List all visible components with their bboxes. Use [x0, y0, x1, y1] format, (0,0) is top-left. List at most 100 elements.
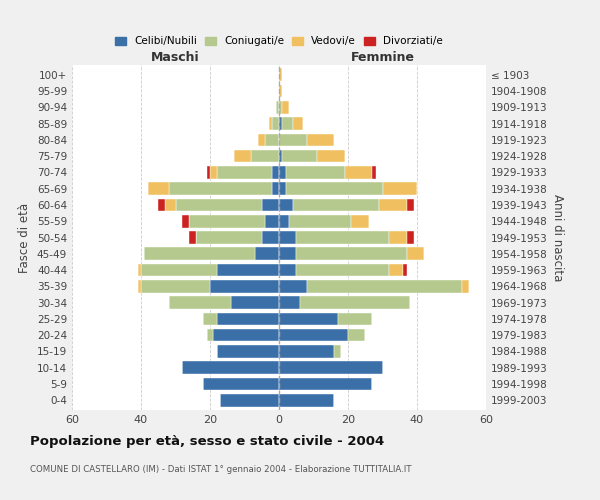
Bar: [141, 264, 217, 276]
Bar: [210, 280, 279, 292]
Bar: [344, 166, 372, 179]
Bar: [307, 280, 462, 292]
Bar: [137, 280, 141, 292]
Bar: [214, 329, 279, 342]
Bar: [279, 68, 283, 81]
Bar: [279, 117, 283, 130]
Bar: [300, 296, 410, 309]
Bar: [279, 378, 372, 390]
Bar: [158, 198, 165, 211]
Bar: [206, 329, 214, 342]
Bar: [383, 182, 417, 195]
Bar: [220, 394, 279, 406]
Bar: [279, 84, 283, 98]
Bar: [165, 198, 176, 211]
Bar: [262, 231, 279, 244]
Bar: [137, 264, 141, 276]
Bar: [407, 198, 413, 211]
Bar: [262, 198, 279, 211]
Bar: [407, 248, 424, 260]
Bar: [259, 134, 265, 146]
Bar: [283, 117, 293, 130]
Bar: [169, 182, 272, 195]
Y-axis label: Anni di nascita: Anni di nascita: [551, 194, 564, 281]
Bar: [407, 231, 413, 244]
Bar: [275, 101, 279, 114]
Bar: [203, 312, 217, 325]
Bar: [189, 215, 265, 228]
Bar: [176, 198, 262, 211]
Bar: [352, 215, 369, 228]
Bar: [279, 296, 300, 309]
Bar: [389, 264, 403, 276]
Bar: [293, 117, 303, 130]
Bar: [296, 264, 389, 276]
Bar: [283, 101, 289, 114]
Bar: [272, 182, 279, 195]
Bar: [265, 134, 279, 146]
Bar: [389, 231, 407, 244]
Bar: [372, 166, 376, 179]
Bar: [279, 101, 283, 114]
Bar: [251, 150, 279, 162]
Bar: [283, 150, 317, 162]
Bar: [293, 198, 379, 211]
Bar: [279, 182, 286, 195]
Bar: [317, 150, 344, 162]
Bar: [279, 215, 289, 228]
Bar: [348, 329, 365, 342]
Bar: [230, 296, 279, 309]
Bar: [279, 231, 296, 244]
Bar: [279, 198, 293, 211]
Bar: [210, 166, 217, 179]
Legend: Celibi/Nubili, Coniugati/e, Vedovi/e, Divorziati/e: Celibi/Nubili, Coniugati/e, Vedovi/e, Di…: [111, 32, 447, 50]
Bar: [272, 117, 279, 130]
Bar: [379, 198, 407, 211]
Bar: [279, 362, 383, 374]
Bar: [182, 362, 279, 374]
Text: Maschi: Maschi: [151, 51, 200, 64]
Bar: [217, 264, 279, 276]
Bar: [272, 166, 279, 179]
Bar: [296, 248, 407, 260]
Bar: [217, 312, 279, 325]
Bar: [279, 150, 283, 162]
Bar: [196, 231, 262, 244]
Bar: [203, 378, 279, 390]
Bar: [279, 394, 334, 406]
Bar: [403, 264, 407, 276]
Text: COMUNE DI CASTELLARO (IM) - Dati ISTAT 1° gennaio 2004 - Elaborazione TUTTITALIA: COMUNE DI CASTELLARO (IM) - Dati ISTAT 1…: [30, 465, 412, 474]
Bar: [286, 182, 383, 195]
Y-axis label: Fasce di età: Fasce di età: [19, 202, 31, 272]
Bar: [269, 117, 272, 130]
Bar: [182, 215, 190, 228]
Bar: [279, 312, 338, 325]
Bar: [169, 296, 230, 309]
Bar: [234, 150, 251, 162]
Bar: [462, 280, 469, 292]
Bar: [286, 166, 344, 179]
Text: Popolazione per età, sesso e stato civile - 2004: Popolazione per età, sesso e stato civil…: [30, 435, 384, 448]
Bar: [145, 248, 255, 260]
Bar: [190, 231, 196, 244]
Bar: [279, 166, 286, 179]
Bar: [265, 215, 279, 228]
Bar: [279, 345, 334, 358]
Bar: [279, 280, 307, 292]
Bar: [217, 166, 272, 179]
Bar: [279, 264, 296, 276]
Bar: [255, 248, 279, 260]
Text: Femmine: Femmine: [350, 51, 415, 64]
Bar: [307, 134, 334, 146]
Bar: [279, 134, 307, 146]
Bar: [148, 182, 169, 195]
Bar: [206, 166, 210, 179]
Bar: [279, 329, 348, 342]
Bar: [334, 345, 341, 358]
Bar: [289, 215, 352, 228]
Bar: [338, 312, 372, 325]
Bar: [296, 231, 389, 244]
Bar: [217, 345, 279, 358]
Bar: [279, 248, 296, 260]
Bar: [141, 280, 210, 292]
